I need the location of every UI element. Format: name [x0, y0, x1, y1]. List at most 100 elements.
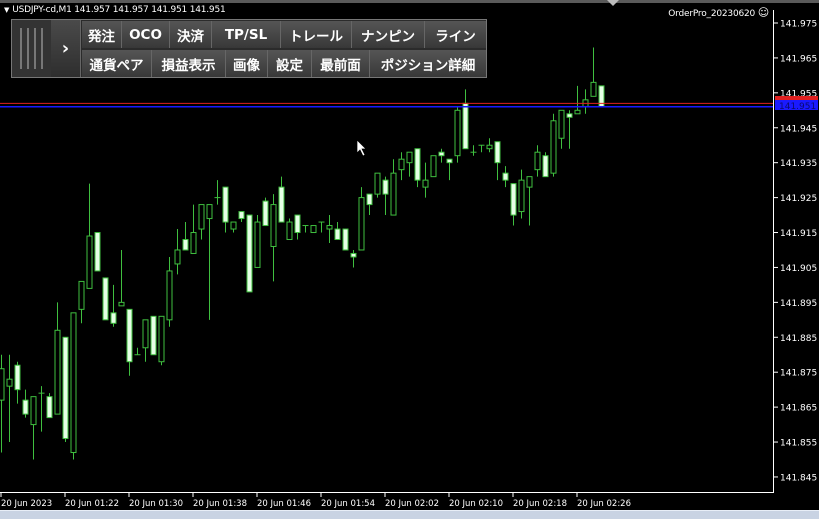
- candle-body-bull: [430, 155, 437, 178]
- mouse-cursor-icon: [356, 139, 367, 157]
- candle-body-bull: [254, 221, 261, 268]
- candle-body-bear: [414, 148, 421, 181]
- settings-button[interactable]: 設定: [268, 50, 312, 77]
- price-axis: 141.975 141.965 141.955 141.945 141.935 141.9…: [774, 20, 817, 483]
- candle: [70, 312, 77, 460]
- candle: [198, 204, 205, 240]
- candle: [286, 218, 293, 241]
- x-tick-label: 20 Jun 01:38: [193, 499, 247, 509]
- candle: [558, 109, 565, 149]
- pnl-display-button[interactable]: 損益表示: [152, 50, 226, 77]
- candle-body-bear: [262, 200, 269, 227]
- toolbar-row-2: 通貨ペア 損益表示 画像 設定 最前面 ポジション詳細: [82, 50, 486, 77]
- candle-body-bear: [446, 158, 453, 164]
- candle-body-bull: [54, 329, 61, 415]
- candle-body-bear: [238, 211, 245, 220]
- candle: [486, 138, 493, 153]
- candle-body-bull: [190, 232, 197, 254]
- candle-body-bear: [510, 183, 517, 216]
- candle: [30, 396, 37, 460]
- symbol-info-line: ▼ USDJPY-cd,M1 141.957 141.957 141.951 14…: [4, 5, 226, 15]
- always-on-top-button[interactable]: 最前面: [312, 50, 370, 77]
- x-tick-label: 20 Jun 02:02: [385, 499, 439, 509]
- candle: [566, 110, 573, 149]
- horizontal-scrollbar[interactable]: [0, 510, 819, 519]
- candle-body-bear: [366, 193, 373, 206]
- currency-pair-button[interactable]: 通貨ペア: [82, 50, 152, 77]
- candle-body-bear: [334, 228, 341, 241]
- candle: [414, 148, 421, 188]
- y-tick-label: 141.895: [780, 299, 817, 309]
- candle: [142, 319, 149, 362]
- candle: [494, 141, 501, 181]
- candle-body-bull: [454, 109, 461, 157]
- y-tick-label: 141.905: [780, 264, 817, 274]
- y-tick-label: 141.875: [780, 369, 817, 379]
- candle-body-bear: [502, 172, 509, 181]
- candle-body-bear: [278, 186, 285, 223]
- candle-body-bear: [150, 315, 157, 356]
- candle-body-bull: [6, 378, 13, 387]
- candle: [334, 222, 341, 241]
- expert-advisor-label: OrderPro_20230620 ☺: [668, 6, 769, 19]
- candle: [214, 180, 221, 205]
- candle: [350, 249, 357, 268]
- trailing-button[interactable]: トレール: [281, 21, 352, 48]
- toolbar-drag-grip[interactable]: [12, 20, 52, 77]
- candle-body-bull: [78, 280, 85, 310]
- candle-body-bear: [566, 113, 573, 118]
- chart-shift-marker-icon[interactable]: [607, 0, 619, 6]
- nanpin-button[interactable]: ナンピン: [352, 21, 425, 48]
- line-button[interactable]: ライン: [425, 21, 486, 48]
- candle: [518, 169, 525, 219]
- candle: [262, 197, 269, 227]
- tp-sl-button[interactable]: TP/SL: [212, 21, 281, 48]
- candle-body-bull: [198, 204, 205, 230]
- ask-price-tag: [775, 96, 818, 101]
- image-button[interactable]: 画像: [226, 50, 268, 77]
- candle: [158, 315, 165, 366]
- candle: [382, 176, 389, 216]
- candle: [358, 187, 365, 251]
- candle: [430, 155, 437, 178]
- candle-body-bear: [110, 312, 117, 324]
- ea-name: OrderPro_20230620: [668, 9, 756, 19]
- oco-button[interactable]: OCO: [122, 21, 170, 48]
- candle-body-bull: [326, 225, 333, 230]
- candle: [14, 361, 21, 404]
- smiley-face-icon[interactable]: ☺: [757, 6, 769, 19]
- price-lines: [0, 102, 773, 108]
- candle: [374, 172, 381, 198]
- candle: [510, 183, 517, 226]
- collapse-triangle-icon[interactable]: ▼: [4, 6, 10, 14]
- candle-body-bull: [174, 249, 181, 265]
- candle: [390, 159, 397, 216]
- candle-body-bull: [86, 235, 93, 289]
- candle: [46, 393, 53, 419]
- candle-body-bull: [398, 158, 405, 171]
- position-details-button[interactable]: ポジション詳細: [370, 50, 486, 77]
- candle-body-bear: [46, 396, 53, 419]
- candle-body-bull: [518, 179, 525, 213]
- candle-body-bear: [342, 228, 349, 251]
- x-tick-label: 20 Jun 01:46: [257, 499, 311, 509]
- candle: [398, 152, 405, 181]
- candle: [326, 215, 333, 243]
- candle: [102, 277, 109, 321]
- toolbar-toggle-button[interactable]: ›: [51, 20, 81, 77]
- candle: [6, 354, 13, 443]
- candle: [270, 194, 277, 282]
- candle-body-bull: [142, 319, 149, 349]
- x-tick-label: 20 Jun 2023: [1, 499, 52, 509]
- candle: [62, 336, 69, 443]
- order-button[interactable]: 発注: [82, 21, 122, 48]
- candle: [150, 315, 157, 356]
- candle-body-bear: [14, 364, 21, 391]
- candle-body-bull: [534, 151, 541, 171]
- candle: [174, 229, 181, 275]
- settle-button[interactable]: 決済: [170, 21, 212, 48]
- candle: [246, 214, 253, 293]
- candle-body-bull: [270, 204, 277, 247]
- candle: [406, 151, 413, 177]
